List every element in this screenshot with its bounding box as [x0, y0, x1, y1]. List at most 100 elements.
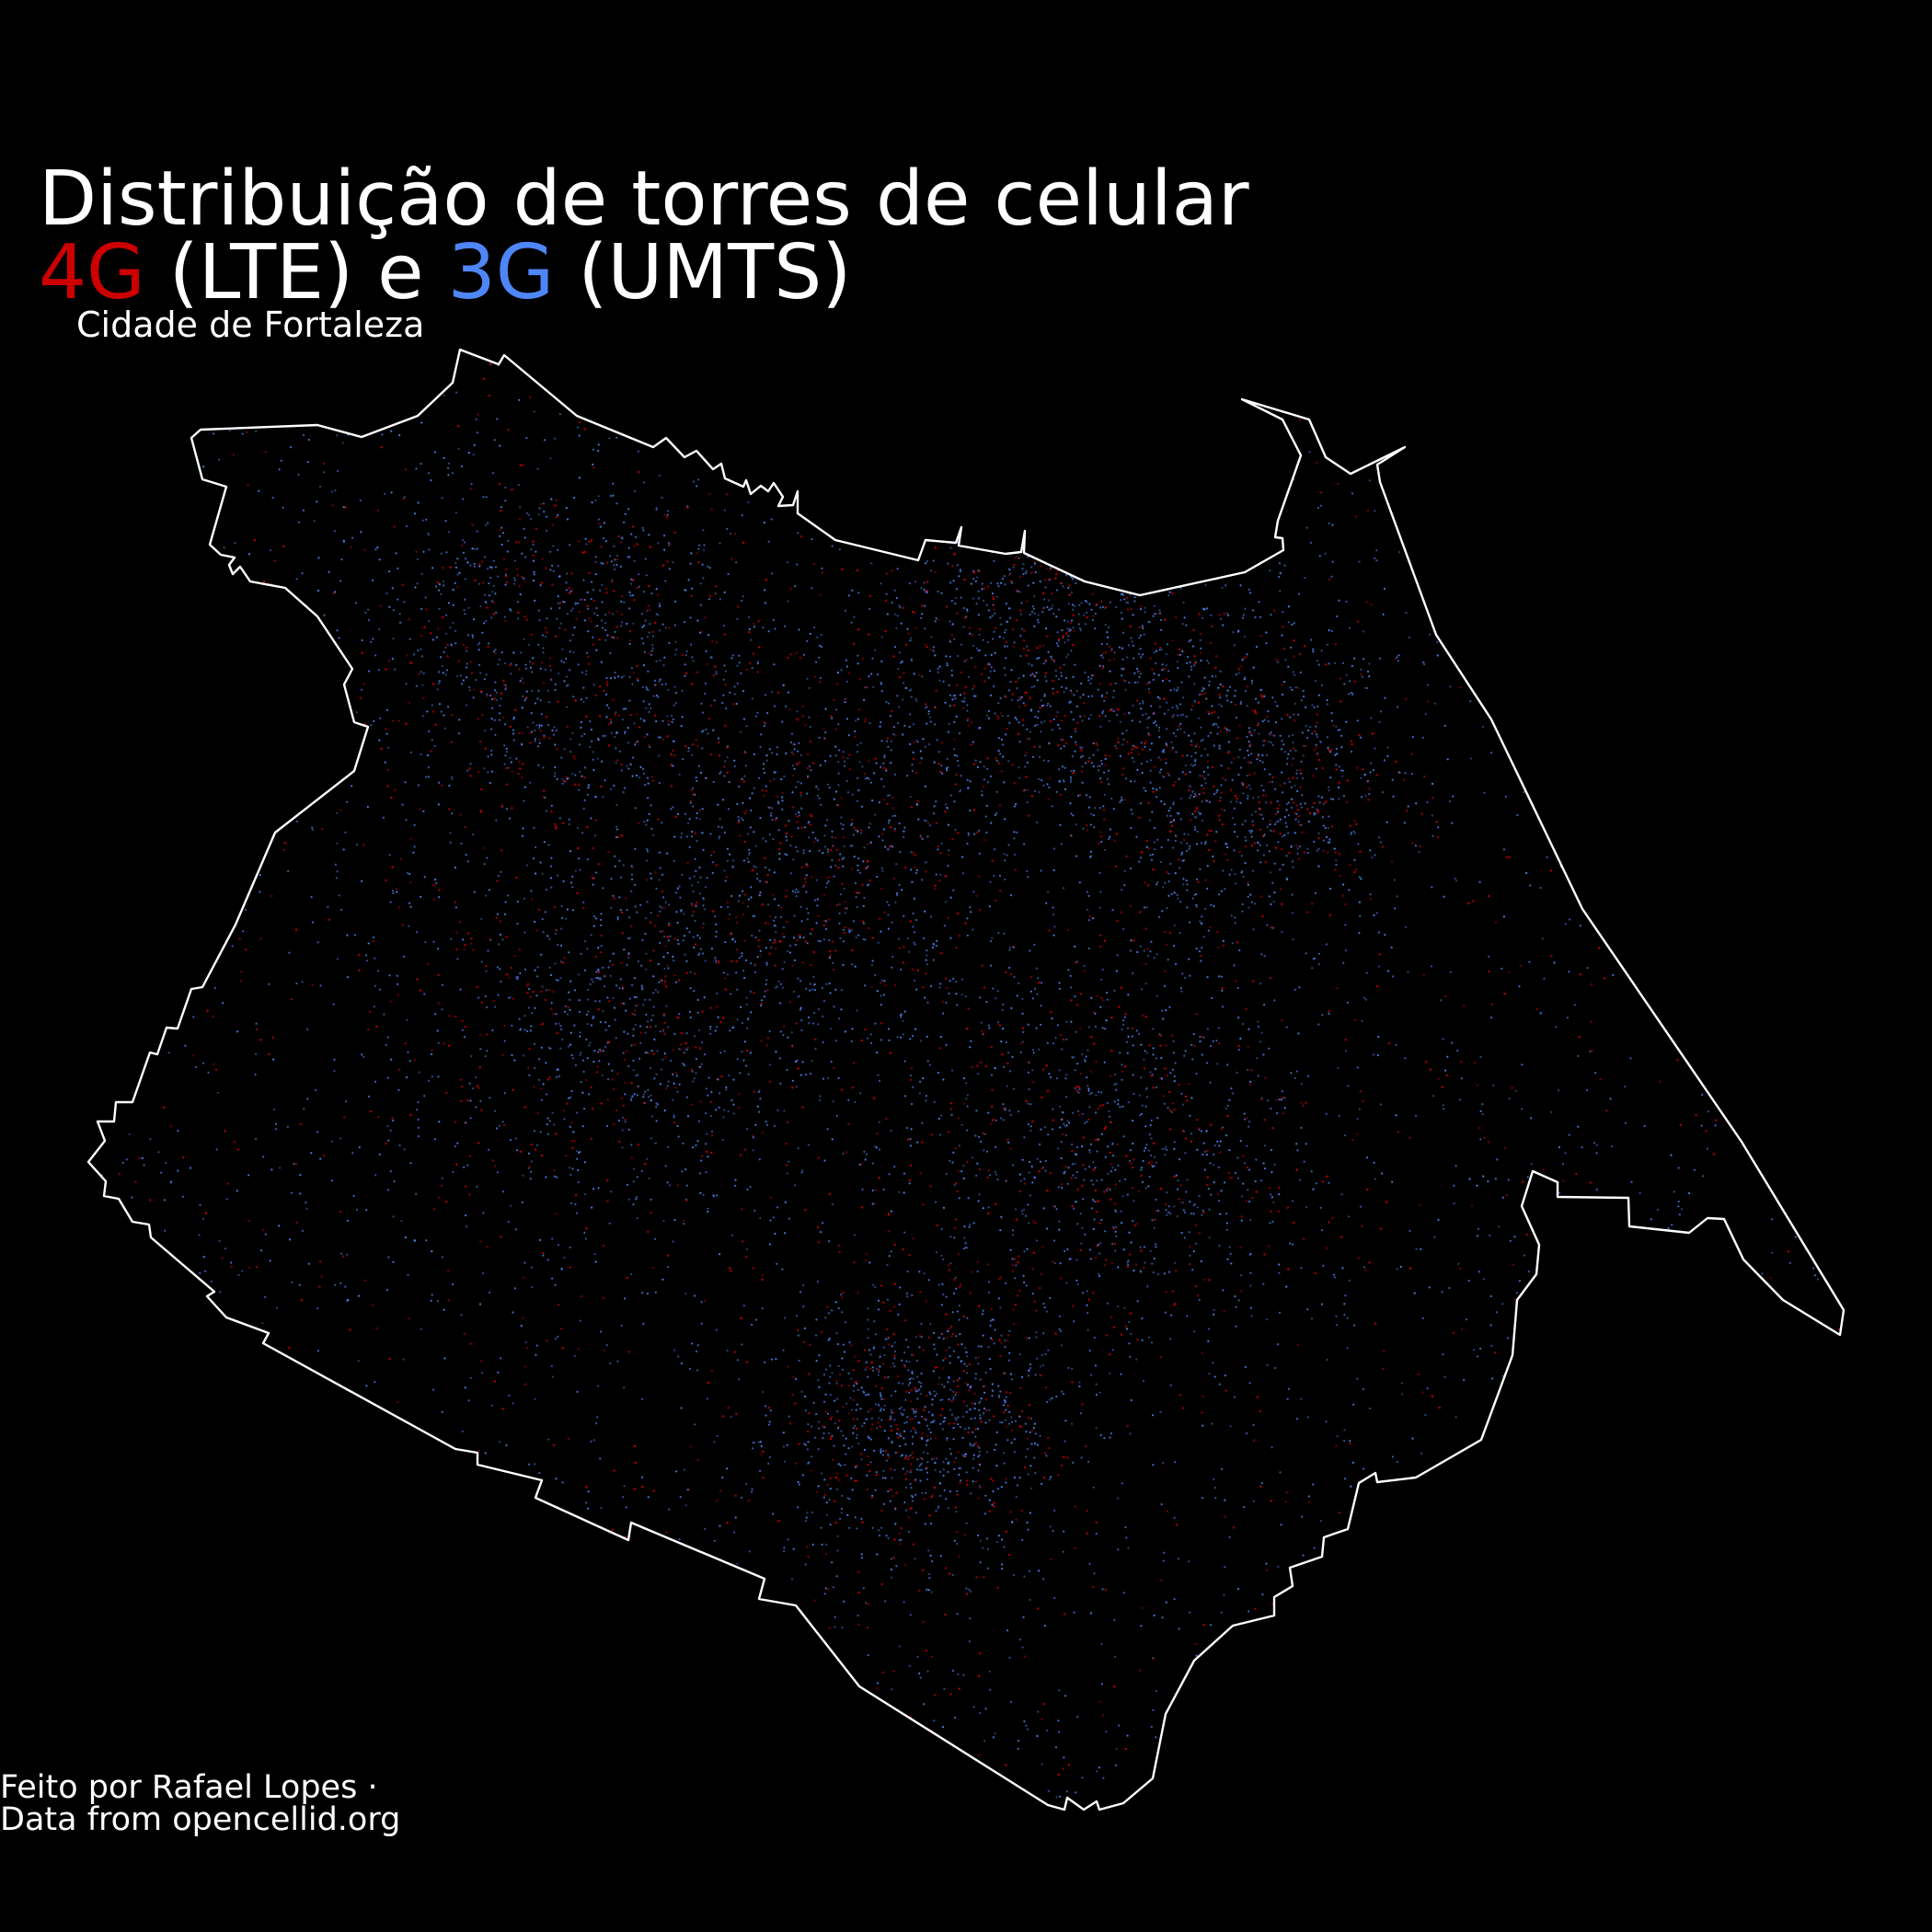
tower-point: [887, 1375, 890, 1378]
tower-point: [466, 769, 469, 772]
tower-point: [589, 720, 592, 723]
tower-point: [857, 864, 859, 867]
tower-point: [1160, 648, 1163, 651]
tower-point: [736, 605, 740, 608]
tower-point: [1179, 1201, 1182, 1204]
tower-point: [396, 974, 398, 977]
tower-point: [953, 800, 956, 803]
tower-point: [1196, 742, 1199, 746]
tower-point: [1247, 749, 1249, 753]
tower-point: [809, 989, 811, 992]
tower-point: [1260, 696, 1264, 699]
tower-point: [1422, 973, 1426, 976]
tower-point: [1235, 673, 1237, 676]
tower-point: [1706, 1147, 1708, 1150]
tower-point: [1119, 754, 1121, 758]
tower-point: [1053, 1596, 1056, 1600]
tower-point: [874, 1403, 878, 1406]
tower-point: [952, 1397, 955, 1400]
tower-point: [213, 986, 216, 989]
tower-point: [1154, 1218, 1156, 1221]
tower-point: [1152, 1053, 1155, 1056]
tower-point: [887, 848, 890, 851]
tower-point: [953, 638, 956, 640]
tower-point: [913, 897, 916, 900]
tower-point: [828, 949, 832, 953]
tower-point: [394, 788, 397, 791]
tower-point: [933, 805, 936, 808]
tower-point: [553, 726, 556, 729]
tower-point: [649, 959, 652, 962]
tower-point: [834, 1476, 837, 1479]
tower-point: [1343, 1134, 1347, 1137]
tower-point: [977, 569, 980, 572]
tower-point: [664, 980, 667, 983]
tower-point: [1079, 629, 1082, 632]
tower-point: [577, 783, 581, 786]
tower-point: [1218, 1244, 1221, 1247]
tower-point: [1331, 798, 1335, 800]
tower-point: [571, 1167, 574, 1170]
tower-point: [634, 847, 637, 851]
tower-point: [1335, 764, 1338, 766]
tower-point: [1230, 761, 1233, 764]
tower-point: [1133, 1200, 1135, 1202]
tower-point: [926, 1035, 928, 1038]
tower-point: [1087, 695, 1090, 698]
tower-point: [1086, 1532, 1088, 1535]
tower-point: [993, 685, 995, 688]
tower-point: [958, 1144, 960, 1147]
tower-point: [1268, 733, 1271, 736]
tower-point: [466, 676, 468, 679]
tower-point: [1100, 654, 1103, 657]
tower-point: [1338, 798, 1340, 800]
tower-point: [716, 1006, 719, 1008]
tower-point: [1002, 1003, 1005, 1006]
tower-point: [557, 1335, 559, 1338]
tower-point: [1141, 1606, 1144, 1609]
tower-point: [430, 1299, 432, 1302]
tower-point: [1259, 634, 1263, 638]
tower-point: [569, 1266, 571, 1269]
tower-point: [773, 777, 776, 780]
tower-point: [1079, 1213, 1082, 1215]
tower-point: [878, 1404, 880, 1407]
tower-point: [892, 733, 895, 736]
tower-point: [642, 767, 645, 771]
tower-point: [768, 1243, 772, 1246]
tower-point: [518, 398, 521, 401]
tower-point: [900, 1526, 903, 1530]
tower-point: [903, 866, 907, 869]
tower-point: [409, 1113, 412, 1117]
tower-point: [1213, 744, 1215, 747]
tower-point: [1013, 805, 1016, 808]
tower-point: [1173, 1108, 1176, 1111]
tower-point: [701, 711, 705, 714]
tower-point: [922, 1569, 925, 1572]
tower-point: [388, 1357, 391, 1361]
tower-point: [1167, 880, 1170, 883]
tower-point: [871, 1423, 874, 1426]
tower-point: [674, 600, 677, 604]
tower-point: [765, 1414, 767, 1417]
tower-point: [125, 1158, 128, 1161]
tower-point: [765, 840, 767, 843]
tower-point: [1028, 662, 1030, 665]
tower-point: [988, 1291, 991, 1294]
tower-point: [1170, 892, 1173, 896]
tower-point: [561, 961, 565, 965]
tower-point: [598, 1048, 602, 1051]
tower-point: [1012, 1164, 1015, 1167]
tower-point: [764, 990, 766, 993]
tower-point: [1234, 916, 1236, 919]
tower-point: [563, 1118, 566, 1121]
tower-point: [461, 1085, 464, 1088]
tower-point: [725, 707, 728, 710]
tower-point: [578, 1010, 581, 1013]
tower-point: [1166, 1074, 1169, 1077]
tower-point: [1250, 829, 1253, 833]
tower-point: [1028, 738, 1030, 741]
tower-point: [1338, 853, 1341, 856]
tower-point: [1194, 828, 1197, 831]
tower-point: [524, 1341, 527, 1344]
